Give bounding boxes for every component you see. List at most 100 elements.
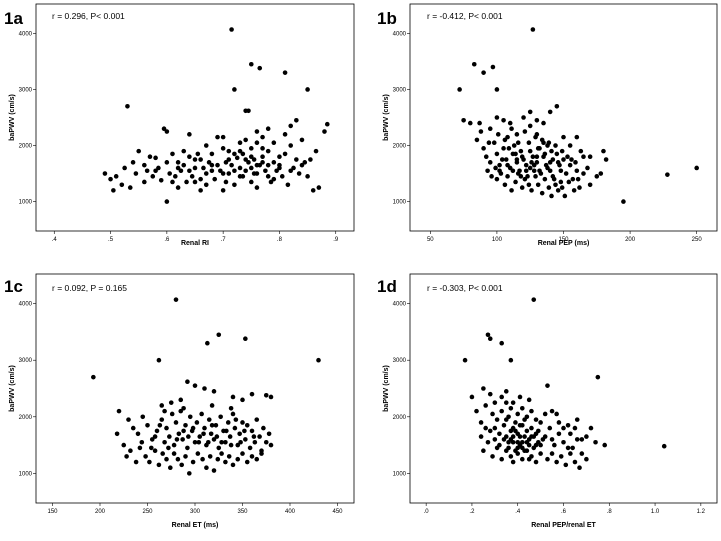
data-point xyxy=(171,451,177,456)
data-point xyxy=(215,134,220,140)
data-point xyxy=(190,425,196,431)
data-point xyxy=(288,168,294,174)
data-point xyxy=(166,445,171,451)
data-point xyxy=(285,182,291,188)
data-point xyxy=(187,414,193,420)
data-point xyxy=(526,397,532,403)
data-point xyxy=(223,179,229,185)
data-point xyxy=(513,420,518,425)
data-point xyxy=(514,132,520,137)
data-point xyxy=(152,434,158,439)
y-tick-label: 4000 xyxy=(393,302,407,308)
data-point xyxy=(288,143,294,148)
data-point xyxy=(499,394,504,400)
data-point xyxy=(562,193,568,199)
data-point xyxy=(223,439,228,445)
data-point xyxy=(481,386,486,391)
y-tick-label: 4000 xyxy=(393,31,407,37)
data-point xyxy=(196,439,202,445)
data-point xyxy=(149,445,154,451)
data-point xyxy=(247,445,253,451)
data-point xyxy=(467,120,473,126)
data-point xyxy=(271,176,277,182)
data-point xyxy=(226,157,232,162)
panel-label: 1a xyxy=(4,9,23,28)
data-point xyxy=(225,420,231,425)
data-point xyxy=(494,417,500,422)
plot-frame xyxy=(35,3,355,232)
data-point xyxy=(478,420,484,425)
data-point xyxy=(156,165,161,171)
data-point xyxy=(185,379,190,385)
data-point xyxy=(265,174,271,179)
data-point xyxy=(181,406,186,411)
data-point xyxy=(168,465,173,471)
x-axis-title: Renal PEP/renal ET xyxy=(531,522,596,529)
data-point xyxy=(178,397,184,403)
data-point xyxy=(243,336,248,342)
data-point xyxy=(91,374,96,380)
data-point xyxy=(265,162,271,168)
data-point xyxy=(199,411,204,417)
data-point xyxy=(554,411,559,417)
data-point xyxy=(526,140,532,146)
data-point xyxy=(248,165,254,171)
data-point xyxy=(556,431,562,437)
data-point xyxy=(489,174,494,179)
data-point xyxy=(219,439,224,445)
y-tick-label: 3000 xyxy=(19,87,33,93)
data-point xyxy=(588,425,594,431)
scatter-panel-1d: 1d r = -0.303, P< 0.001 .0 .2 .4 .6 .8 1.0 1.2 10… xyxy=(377,273,718,529)
data-point xyxy=(175,456,181,462)
data-point xyxy=(257,65,263,71)
data-point xyxy=(207,454,213,459)
data-point xyxy=(223,459,228,465)
x-tick-label: .6 xyxy=(561,509,567,515)
data-point xyxy=(142,179,147,185)
data-point xyxy=(128,448,133,454)
data-point xyxy=(519,406,525,411)
correlation-annotation: r = -0.412, P< 0.001 xyxy=(427,11,503,21)
data-point xyxy=(517,422,523,428)
data-point xyxy=(220,171,226,176)
data-point xyxy=(478,129,484,134)
x-tick-label: .2 xyxy=(469,509,475,515)
x-tick-label: 50 xyxy=(427,237,434,243)
x-tick-label: .7 xyxy=(221,237,227,243)
data-point xyxy=(243,437,248,442)
data-point xyxy=(471,61,477,67)
x-tick-label: 250 xyxy=(142,509,153,515)
data-point xyxy=(252,439,258,445)
data-point xyxy=(515,411,521,417)
plot-frame xyxy=(409,273,718,504)
data-point xyxy=(487,336,493,342)
x-tick-label: 100 xyxy=(492,237,503,243)
data-point xyxy=(209,422,215,428)
data-point xyxy=(220,134,226,140)
data-point xyxy=(549,437,555,442)
data-point xyxy=(205,340,210,346)
data-point xyxy=(203,171,209,176)
data-point xyxy=(243,157,248,162)
data-point xyxy=(195,451,201,456)
data-point xyxy=(126,417,131,422)
data-point xyxy=(505,162,510,168)
data-point xyxy=(142,162,147,168)
data-point xyxy=(492,400,498,405)
data-point xyxy=(579,437,585,442)
data-point xyxy=(563,171,569,176)
x-tick-label: .8 xyxy=(277,237,283,243)
data-point xyxy=(209,151,215,157)
data-point xyxy=(216,332,222,338)
data-point xyxy=(522,417,527,422)
data-point xyxy=(539,190,545,196)
data-point xyxy=(220,188,226,193)
data-point xyxy=(238,439,243,445)
data-point xyxy=(502,182,508,188)
data-point xyxy=(505,174,510,179)
data-point xyxy=(203,182,209,188)
data-point xyxy=(291,165,296,171)
data-point xyxy=(313,148,319,154)
data-point xyxy=(497,442,502,448)
data-point xyxy=(257,162,263,168)
